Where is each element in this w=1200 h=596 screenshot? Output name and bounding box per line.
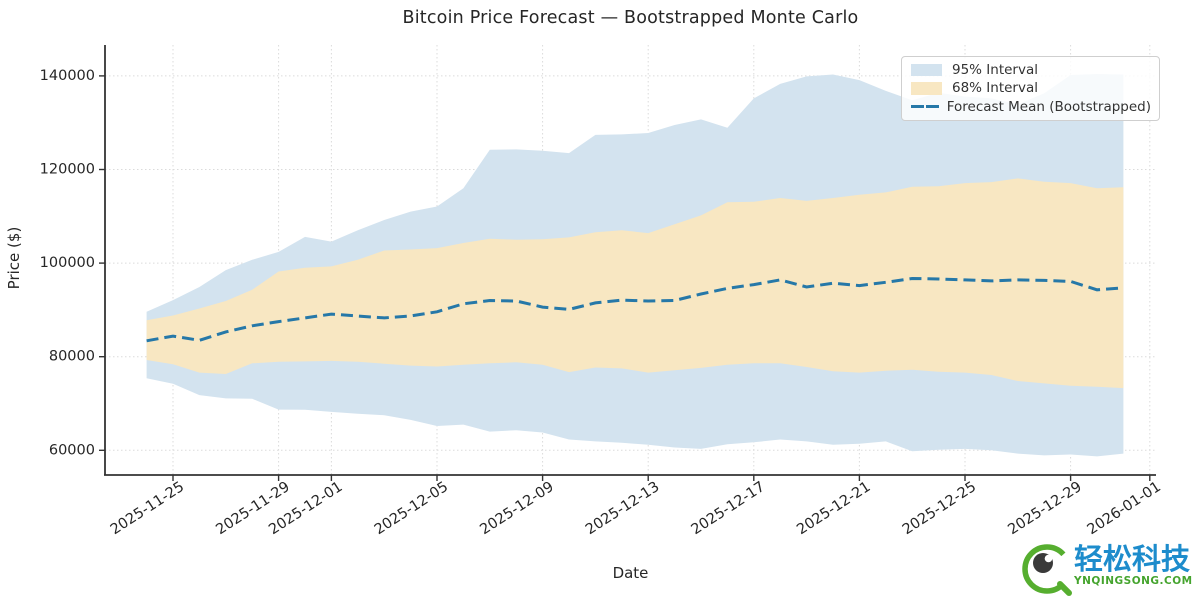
x-tick-label: 2025-12-25 xyxy=(900,479,979,538)
y-tick-label: 120000 xyxy=(40,162,95,178)
x-tick-label: 2025-11-25 xyxy=(108,479,187,538)
y-tick-label: 140000 xyxy=(40,68,95,84)
watermark-site: YNQINGSONG.COM xyxy=(1074,575,1193,587)
axes xyxy=(104,45,1156,476)
watermark: 轻松科技 YNQINGSONG.COM xyxy=(1016,536,1200,596)
chart-title: Bitcoin Price Forecast — Bootstrapped Mo… xyxy=(402,8,859,28)
x-tick-label: 2025-12-17 xyxy=(689,479,768,538)
x-axis-label: Date xyxy=(612,564,649,582)
watermark-brand: 轻松科技 xyxy=(1074,542,1191,576)
legend-item-68-interval: 68% Interval xyxy=(911,79,1151,97)
legend-item-95-interval: 95% Interval xyxy=(911,61,1151,79)
x-tick-label: 2025-12-29 xyxy=(1005,479,1084,538)
legend-dashed-line-icon xyxy=(911,105,939,109)
legend-label: 95% Interval xyxy=(952,62,1038,79)
y-tick-label: 80000 xyxy=(49,349,95,365)
y-tick-label: 60000 xyxy=(49,442,95,458)
legend-swatch-68-icon xyxy=(911,82,942,95)
x-tick-label: 2025-12-13 xyxy=(583,479,662,538)
forecast-mean-line xyxy=(146,276,1124,343)
x-tick-label: 2025-12-21 xyxy=(794,479,873,538)
watermark-logo-icon xyxy=(1022,544,1072,596)
tick-marks xyxy=(99,75,1151,481)
watermark-text: 轻松科技 YNQINGSONG.COM xyxy=(1074,544,1200,587)
band-68-interval xyxy=(146,178,1124,389)
x-tick-label: 2025-12-09 xyxy=(477,479,556,538)
legend: 95% Interval 68% Interval Forecast Mean … xyxy=(901,56,1160,121)
y-tick-label: 100000 xyxy=(40,255,95,271)
legend-label: Forecast Mean (Bootstrapped) xyxy=(946,98,1151,115)
y-axis-label: Price ($) xyxy=(5,226,23,290)
legend-label: 68% Interval xyxy=(952,80,1038,97)
x-tick-label: 2025-12-05 xyxy=(372,479,451,538)
x-tick-label: 2026-01-01 xyxy=(1085,479,1164,538)
legend-swatch-95-icon xyxy=(911,63,942,77)
legend-item-forecast-mean: Forecast Mean (Bootstrapped) xyxy=(911,98,1151,116)
